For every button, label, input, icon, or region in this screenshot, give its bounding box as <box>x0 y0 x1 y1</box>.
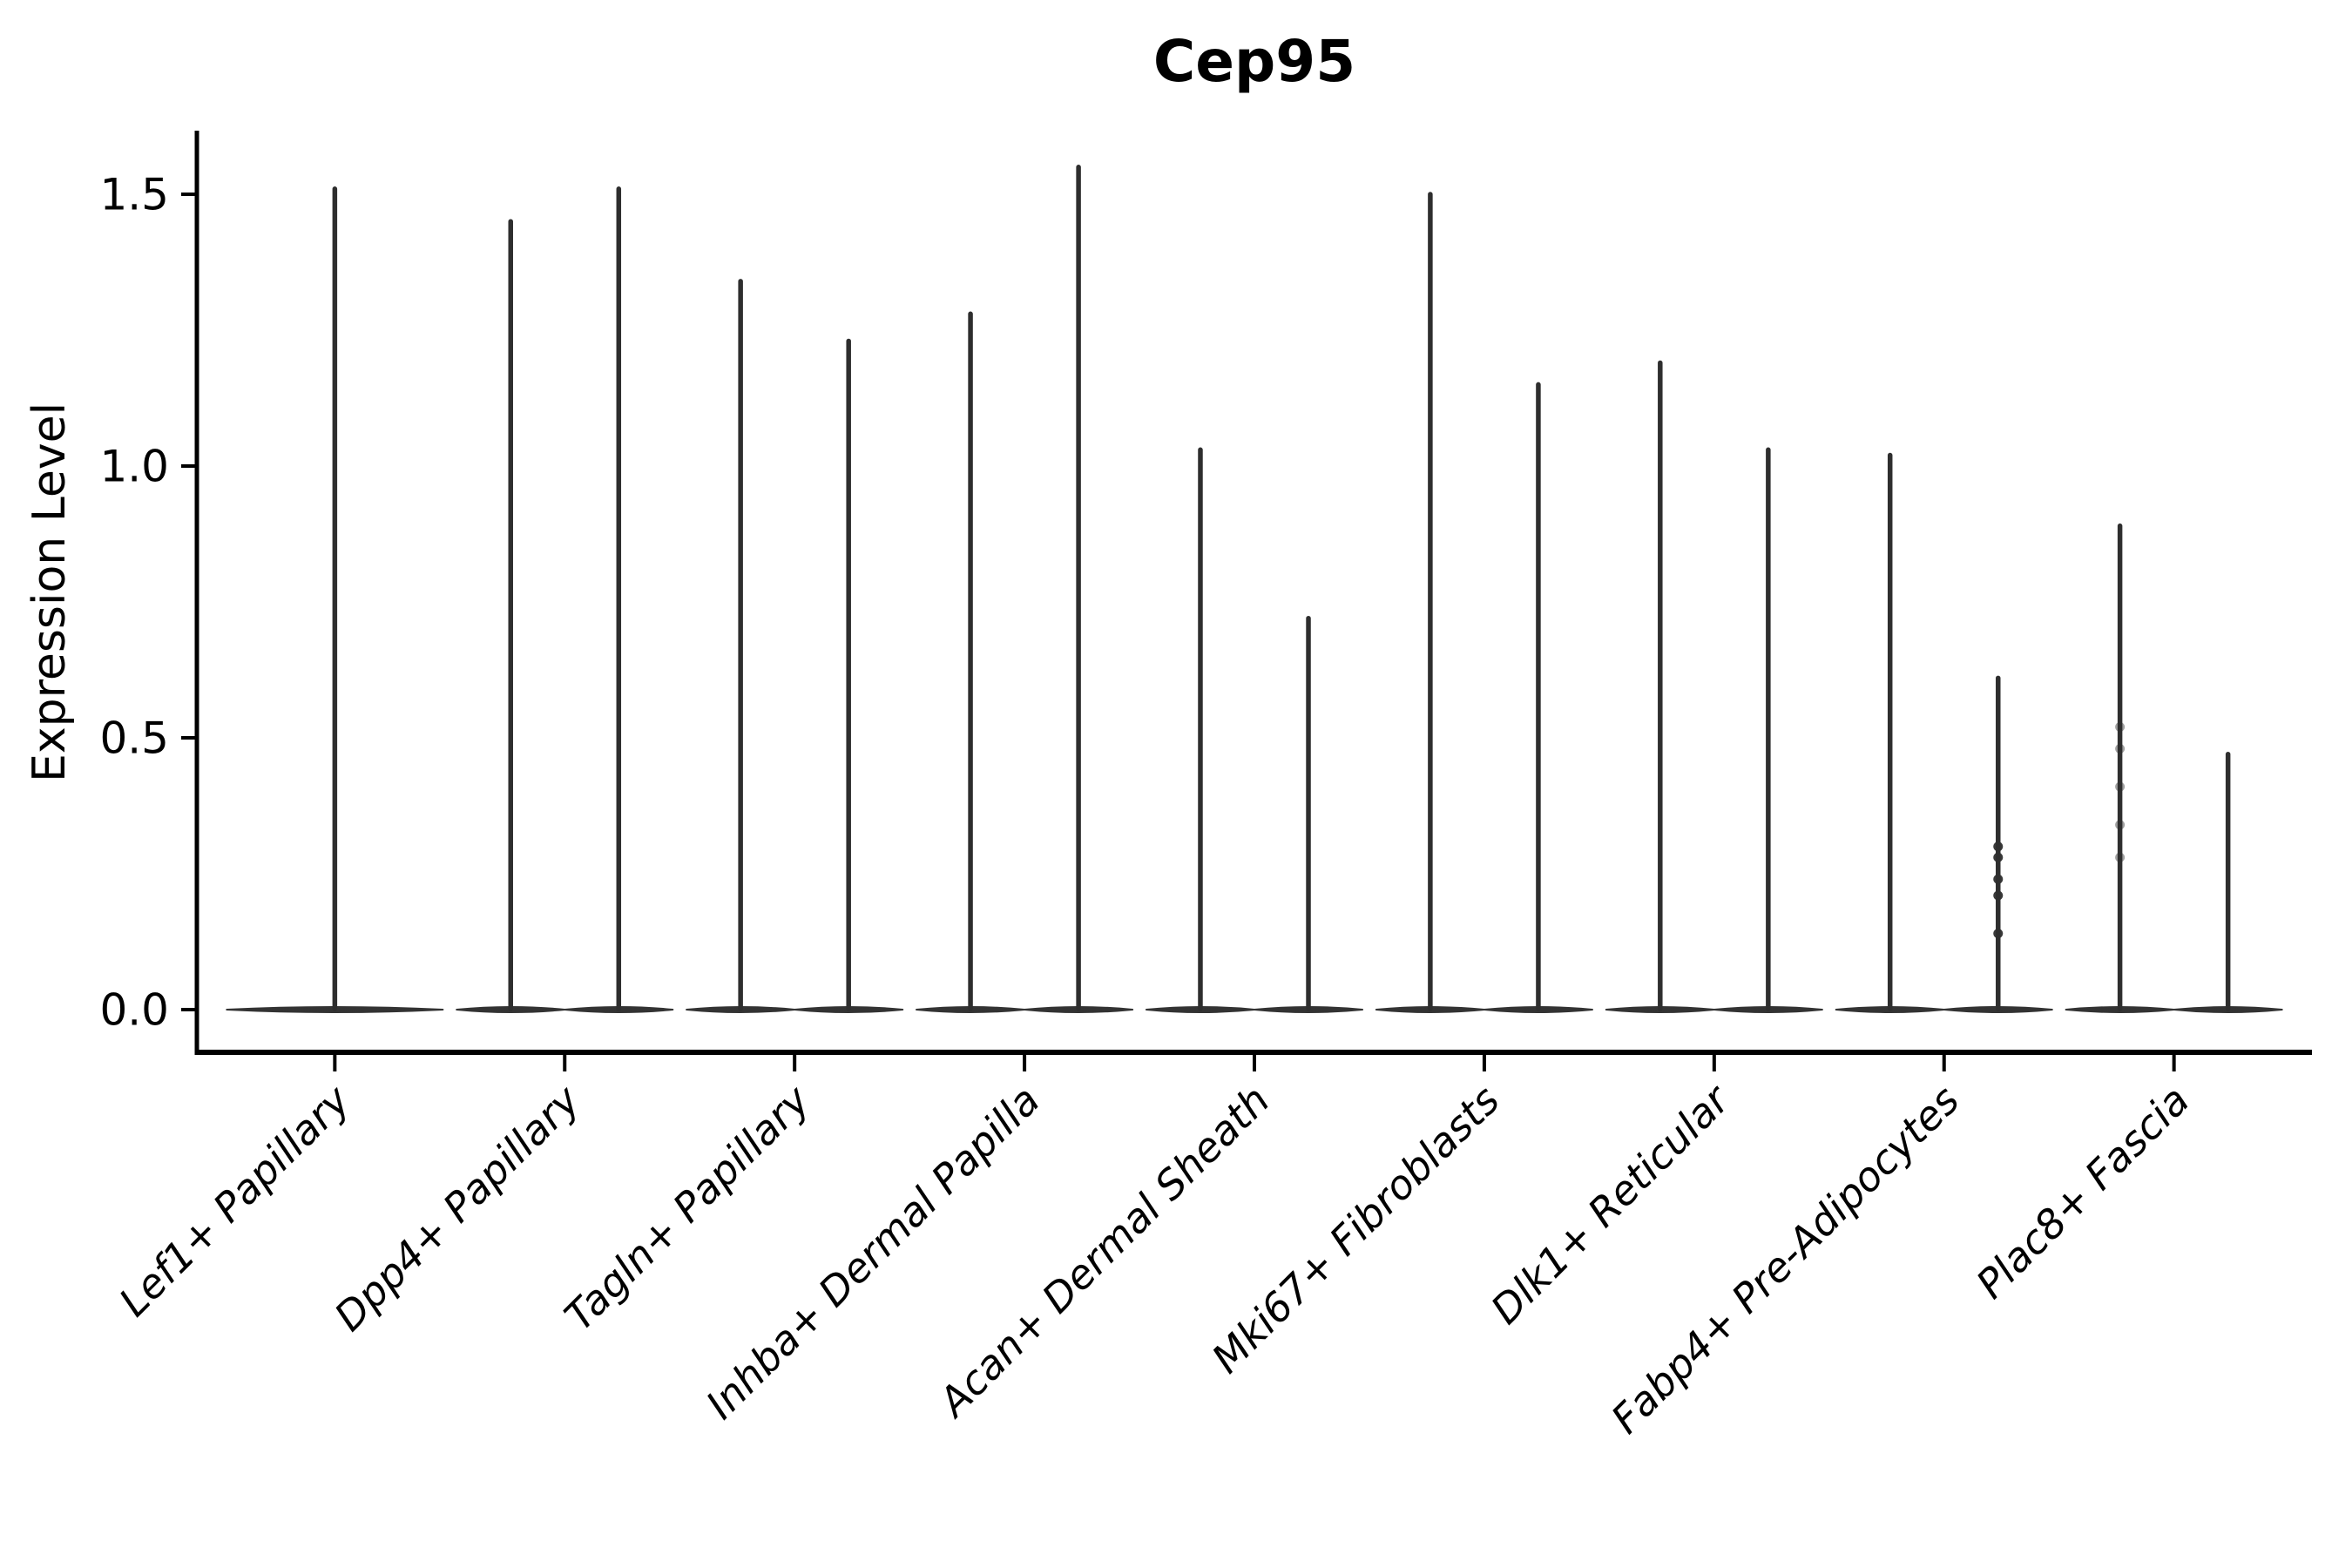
y-tick-label: 0.5 <box>99 713 169 764</box>
x-tick-label: Dpp4+ Papillary <box>325 1076 589 1340</box>
x-tick-label: Lef1+ Papillary <box>110 1076 359 1325</box>
jitter-dot <box>2115 781 2126 792</box>
y-tick-label: 1.5 <box>99 170 169 220</box>
jitter-dot <box>1993 890 2004 901</box>
jitter-dot <box>2115 743 2126 754</box>
x-tick-label: Tagln+ Papillary <box>556 1076 820 1340</box>
x-tick-label: Dlk1+ Reticular <box>1482 1074 1740 1333</box>
y-tick-label: 0.0 <box>99 985 169 1036</box>
jitter-dot <box>2115 852 2126 862</box>
jitter-dot <box>1993 841 2004 852</box>
x-tick-label: Plac8+ Fascia <box>1967 1077 2198 1308</box>
jitter-dot <box>1993 874 2004 884</box>
jitter-dot <box>2115 722 2126 733</box>
jitter-dot <box>2115 820 2126 830</box>
jitter-dot <box>1993 852 2004 862</box>
chart-title: Cep95 <box>1152 28 1356 95</box>
jitter-dot <box>1993 929 2004 939</box>
y-tick-label: 1.0 <box>99 442 169 492</box>
